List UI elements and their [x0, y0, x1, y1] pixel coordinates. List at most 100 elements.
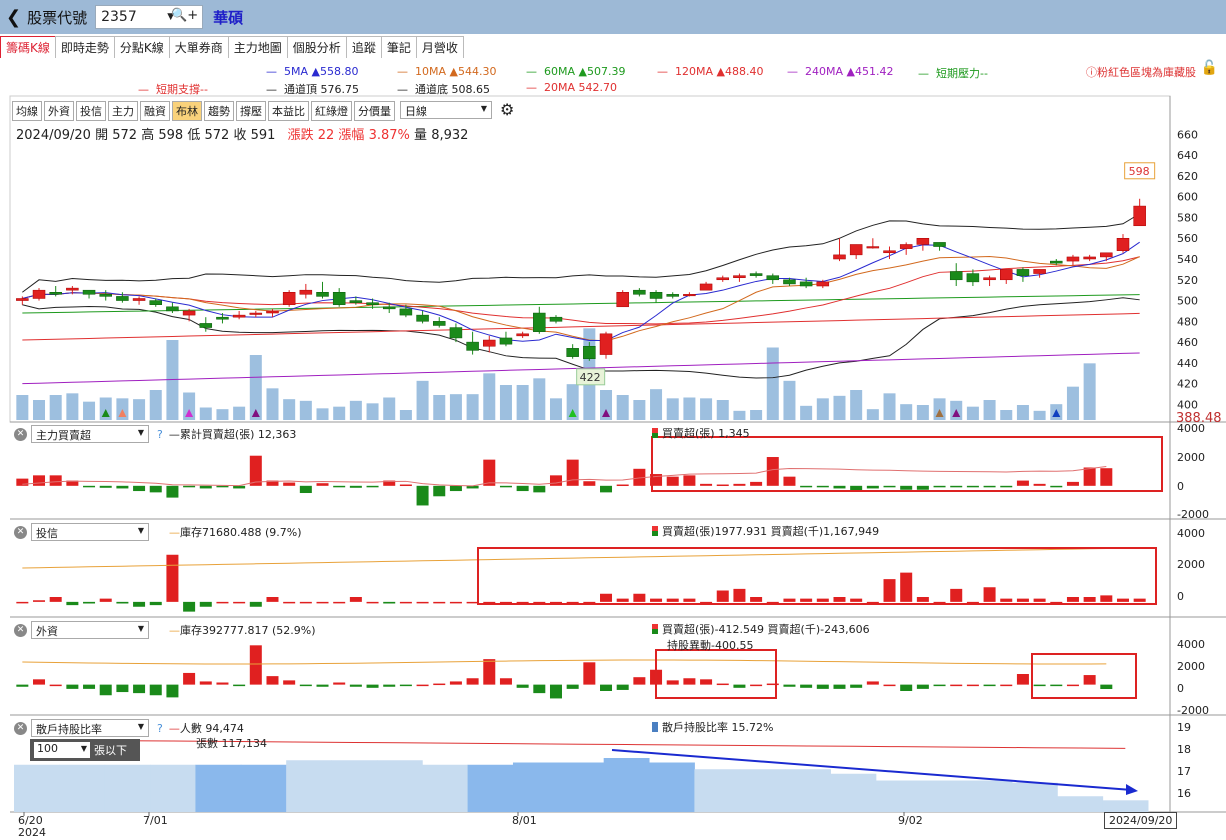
investment-trust-bar [716, 590, 729, 602]
retail-filter-select[interactable]: 100 ▼ [34, 742, 90, 758]
highlight-box [1031, 653, 1137, 699]
price-axis-label: 640 [1177, 149, 1198, 162]
retail-ratio-area [286, 760, 333, 812]
panel-retail-header: ✕ 散戶持股比率 ▼ ? — 人數 94,474 [14, 719, 244, 737]
volume-bar [49, 395, 62, 420]
tab-8[interactable]: 月營收 [415, 36, 464, 58]
ma-legend: — 5MA ▲558.80 — 10MA ▲544.30 — 60MA ▲507.3… [0, 62, 1226, 96]
legend-7: — 通道頂 576.75 [266, 83, 359, 96]
indicator-button-4[interactable]: 融資 [140, 101, 170, 121]
volume-bar [1016, 405, 1029, 420]
volume-bar [600, 390, 613, 420]
price-axis-label: 480 [1177, 315, 1198, 328]
indicator-button-0[interactable]: 均線 [12, 101, 42, 121]
candle-body [382, 306, 396, 310]
close-icon[interactable]: ✕ [14, 525, 27, 539]
main-force-bar [499, 485, 512, 488]
candle-body [1016, 269, 1030, 276]
ma10-line [22, 256, 1140, 342]
foreign-bar [683, 678, 696, 685]
tab-7[interactable]: 筆記 [380, 36, 417, 58]
tab-6[interactable]: 追蹤 [345, 36, 382, 58]
indicator-button-3[interactable]: 主力 [108, 101, 138, 121]
volume-bar [216, 409, 229, 420]
investment-trust-bar [399, 601, 412, 604]
indicator-button-2[interactable]: 投信 [76, 101, 106, 121]
chevron-down-icon[interactable]: ▼ [167, 12, 175, 22]
candle-body [182, 310, 196, 316]
red-green-legend-icon [652, 624, 658, 634]
indicator-button-6[interactable]: 趨勢 [204, 101, 234, 121]
main-force-bar [933, 485, 946, 488]
indicator-button-8[interactable]: 本益比 [268, 101, 309, 121]
foreign-bar [766, 683, 779, 686]
volume-bar [1033, 410, 1046, 420]
main-force-bar [566, 459, 579, 486]
candle-body [1083, 256, 1096, 260]
help-icon[interactable]: ? [157, 427, 163, 441]
panel-retail-select[interactable]: 散戶持股比率 ▼ [31, 719, 149, 737]
panel-investment-trust-select[interactable]: 投信 ▼ [31, 523, 149, 541]
investment-trust-bar [866, 601, 879, 604]
close-icon[interactable]: ✕ [14, 427, 27, 441]
panel-retail-shares: 張數 117,134 [196, 737, 267, 750]
event-marker-icon [568, 409, 577, 417]
indicator-button-5[interactable]: 布林 [172, 101, 202, 121]
lock-icon[interactable]: 🔓 [1200, 60, 1218, 76]
main-force-bar [666, 476, 679, 486]
foreign-bar [900, 684, 913, 691]
close-icon[interactable]: ✕ [14, 623, 27, 637]
back-icon[interactable]: ❮ [6, 6, 22, 28]
investment-trust-bar [283, 601, 296, 604]
search-add-icon[interactable]: 🔍+ [171, 8, 199, 23]
retail-ratio-area [739, 769, 786, 812]
foreign-holding-line [22, 659, 1107, 665]
help-icon[interactable]: ? [157, 721, 163, 735]
period-select[interactable]: 日線 ▼ [400, 101, 492, 119]
main-force-bar [966, 485, 979, 488]
close-icon[interactable]: ✕ [14, 721, 27, 735]
main-force-bar [349, 485, 362, 488]
candle-body [483, 339, 496, 347]
gear-icon[interactable]: ⚙ [500, 100, 515, 119]
stock-code-input[interactable]: 2357 ▼ 🔍+ [95, 5, 204, 29]
candle-body [1133, 205, 1146, 227]
foreign-bar [99, 684, 112, 696]
main-force-bar [816, 485, 829, 488]
main-force-bar [416, 485, 429, 506]
foreign-bar [49, 684, 62, 687]
investment-trust-holding-line [22, 547, 1140, 569]
price-axis-label: 460 [1177, 336, 1198, 349]
main-force-bar [383, 480, 396, 486]
tab-5[interactable]: 個股分析 [286, 36, 347, 58]
panel-foreign-select[interactable]: 外資 ▼ [31, 621, 149, 639]
indicator-button-7[interactable]: 撐壓 [236, 101, 266, 121]
indicator-button-1[interactable]: 外資 [44, 101, 74, 121]
candle-body [432, 321, 446, 326]
candle-body [32, 289, 46, 299]
volume-bar [650, 389, 663, 420]
investment-trust-bar [950, 588, 963, 602]
volume-bar [850, 390, 863, 420]
panel-foreign-holding-change: 持股異動-400.55 [667, 639, 754, 652]
volume-bar [666, 398, 679, 420]
candle-body [466, 341, 479, 351]
price-axis-label: 600 [1177, 191, 1198, 204]
panel-main-force-select[interactable]: 主力買賣超 ▼ [31, 425, 149, 443]
investment-trust-bar [1116, 598, 1129, 602]
tab-4[interactable]: 主力地圖 [227, 36, 288, 58]
tab-2[interactable]: 分點K線 [113, 36, 170, 58]
main-force-bar [166, 485, 179, 498]
price-axis-label: 560 [1177, 232, 1198, 245]
panel-main-force-cumulative: 累計買賣超(張) 12,363 [179, 428, 297, 441]
retail-ratio-area [104, 764, 151, 812]
tab-1[interactable]: 即時走勢 [54, 36, 115, 58]
blue-legend-icon [652, 722, 658, 732]
volume-bar [983, 400, 996, 420]
candle-body [216, 316, 229, 320]
tab-3[interactable]: 大單券商 [168, 36, 229, 58]
trend-arrow-line [611, 749, 1133, 791]
indicator-button-9[interactable]: 紅綠燈 [311, 101, 352, 121]
indicator-button-10[interactable]: 分價量 [354, 101, 395, 121]
